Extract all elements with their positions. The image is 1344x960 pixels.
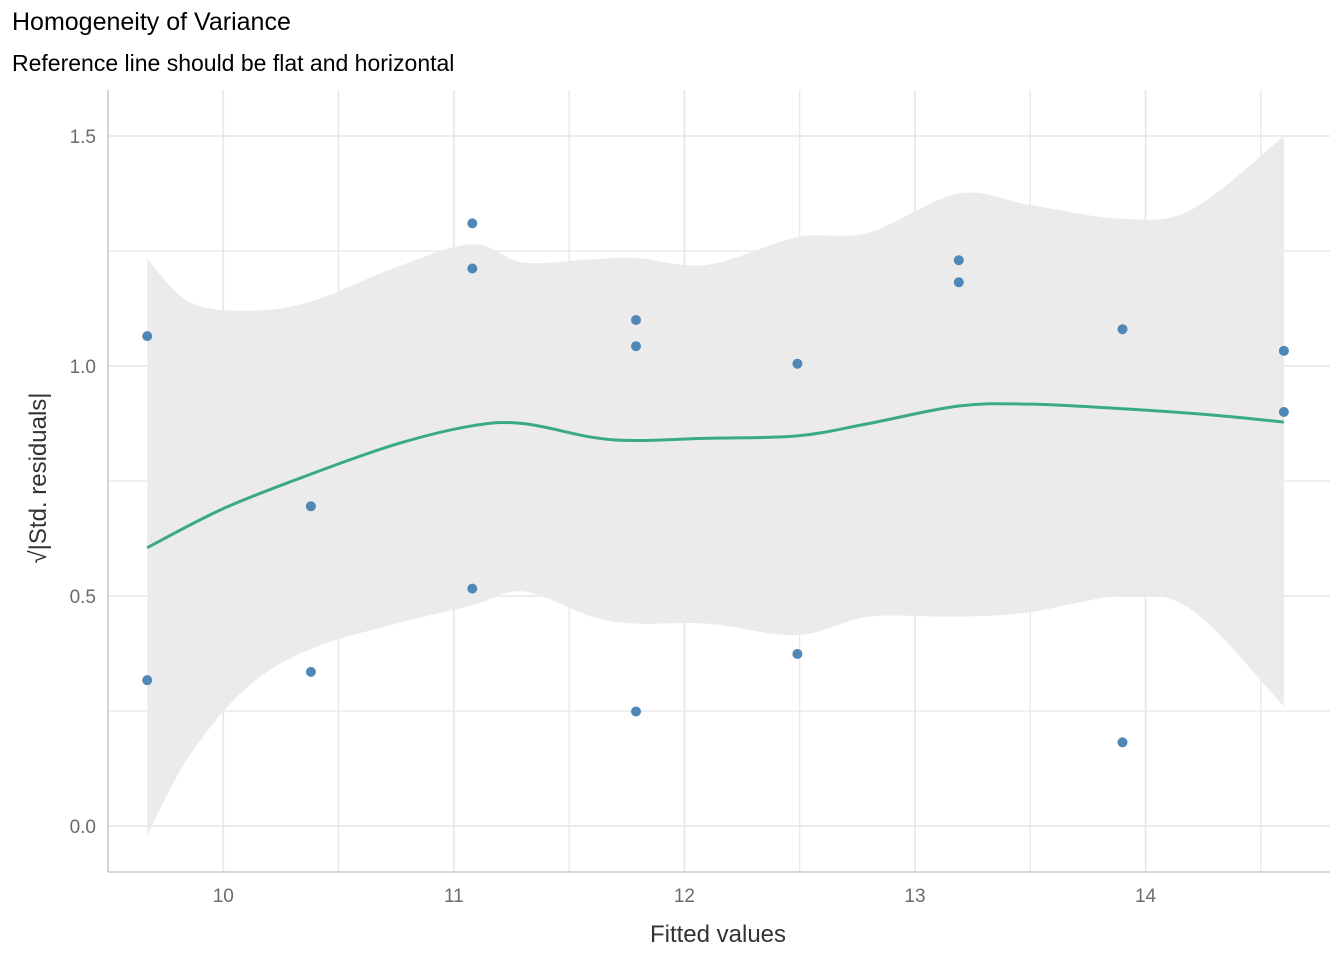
y-axis-title: √|Std. residuals| xyxy=(25,392,52,563)
x-tick-label: 14 xyxy=(1135,886,1157,907)
data-point xyxy=(1117,737,1128,748)
y-tick-label: 1.0 xyxy=(70,357,96,378)
data-point xyxy=(305,666,316,677)
x-tick-label: 13 xyxy=(904,886,925,907)
y-tick-label: 0.0 xyxy=(70,817,96,838)
data-point xyxy=(953,277,964,288)
data-point xyxy=(142,331,153,342)
confidence-band xyxy=(147,136,1284,836)
y-axis-title-text: |Std. residuals| xyxy=(25,392,52,550)
y-tick-label: 0.5 xyxy=(70,587,96,608)
data-point xyxy=(792,358,803,369)
x-tick-label: 10 xyxy=(213,886,234,907)
svg-text:√|Std. residuals|: √|Std. residuals| xyxy=(25,392,52,563)
x-axis-title: Fitted values xyxy=(650,921,786,948)
residual-points xyxy=(142,218,1289,748)
chart-subtitle: Reference line should be flat and horizo… xyxy=(12,50,455,76)
data-point xyxy=(1278,345,1289,356)
x-tick-label: 12 xyxy=(674,886,695,907)
data-point xyxy=(467,218,478,229)
data-point xyxy=(792,648,803,659)
data-point xyxy=(142,675,153,686)
x-tick-label: 11 xyxy=(444,886,464,907)
y-tick-labels: 0.0 0.5 1.0 1.5 xyxy=(70,127,96,838)
data-point xyxy=(630,341,641,352)
smooth-line xyxy=(146,402,1285,550)
data-point xyxy=(953,255,964,266)
y-axis-title-prefix: √ xyxy=(25,550,52,564)
axes xyxy=(107,90,1330,873)
data-point xyxy=(467,263,478,274)
x-tick-labels: 10 11 12 13 14 xyxy=(213,886,1157,907)
data-point xyxy=(1278,407,1289,417)
data-point xyxy=(1117,324,1128,335)
data-point xyxy=(305,501,316,512)
y-tick-label: 1.5 xyxy=(70,127,96,148)
data-point xyxy=(467,583,478,594)
data-point xyxy=(630,315,641,325)
chart-title: Homogeneity of Variance xyxy=(12,8,291,36)
data-point xyxy=(630,706,641,717)
